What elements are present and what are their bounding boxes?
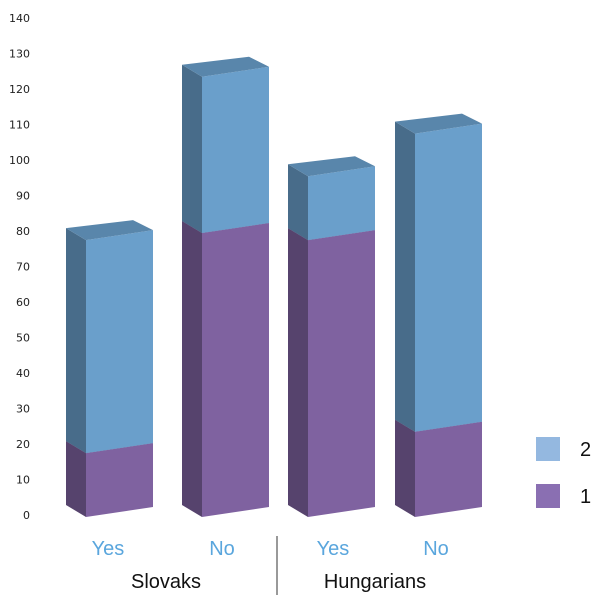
y-tick-label: 10 [16, 474, 30, 487]
bar-front-face [308, 166, 375, 241]
bar-side-face [182, 64, 202, 233]
y-tick-label: 50 [16, 332, 30, 345]
bar-segment-1-series-2 [66, 220, 153, 454]
y-tick-label: 70 [16, 261, 30, 274]
legend-swatch [536, 484, 560, 508]
bar-side-face [288, 228, 308, 517]
bar-front-face [86, 443, 153, 517]
bar-front-face [308, 230, 375, 517]
y-tick-label: 140 [9, 12, 30, 25]
x-category-label: Yes [317, 538, 350, 560]
bar-side-face [182, 221, 202, 517]
bar-front-face [415, 421, 482, 517]
bar-top-face [66, 220, 153, 241]
bar-front-face [415, 123, 482, 432]
bar-top-face [182, 56, 269, 77]
x-group-label: Slovaks [131, 571, 201, 593]
legend-swatch [536, 437, 560, 461]
bar-segment-2-series-1 [182, 213, 269, 517]
x-category-label: No [209, 538, 235, 560]
legend-label: 1 [580, 486, 591, 508]
y-tick-label: 40 [16, 367, 30, 380]
bar-front-face [86, 230, 153, 454]
x-group-label: Hungarians [324, 571, 426, 593]
y-tick-label: 100 [9, 154, 30, 167]
legend: 21 [536, 437, 591, 508]
bar-segment-2-series-2 [182, 56, 269, 233]
legend-label: 2 [580, 439, 591, 461]
y-tick-label: 110 [9, 119, 30, 132]
bar-segment-3-series-1 [288, 220, 375, 517]
x-category-label: No [423, 538, 449, 560]
y-tick-label: 120 [9, 83, 30, 96]
x-category-label: Yes [92, 538, 125, 560]
bar-side-face [395, 419, 415, 517]
y-tick-label: 0 [23, 509, 30, 522]
bars [66, 56, 482, 517]
y-tick-label: 30 [16, 403, 30, 416]
y-tick-label: 130 [9, 48, 30, 61]
legend-item-1: 1 [536, 484, 591, 508]
bar-side-face [66, 228, 86, 454]
bar-side-face [288, 164, 308, 241]
bar-top-face [288, 156, 375, 177]
y-tick-label: 80 [16, 225, 30, 238]
bar-side-face [395, 121, 415, 432]
y-tick-label: 20 [16, 438, 30, 451]
y-tick-label: 90 [16, 190, 30, 203]
bar-front-face [202, 223, 269, 517]
y-tick-label: 60 [16, 296, 30, 309]
bar-side-face [66, 441, 86, 517]
x-axis: Yes No Yes No Slovaks Hungarians [92, 538, 449, 593]
bar-front-face [202, 66, 269, 233]
bar-segment-3-series-2 [288, 156, 375, 241]
bar-top-face [395, 113, 482, 134]
bar-segment-4-series-2 [395, 113, 482, 432]
y-axis: 0 10 20 30 40 50 60 70 80 90 100 110 120 130 140 [9, 12, 30, 522]
legend-item-2: 2 [536, 437, 591, 461]
